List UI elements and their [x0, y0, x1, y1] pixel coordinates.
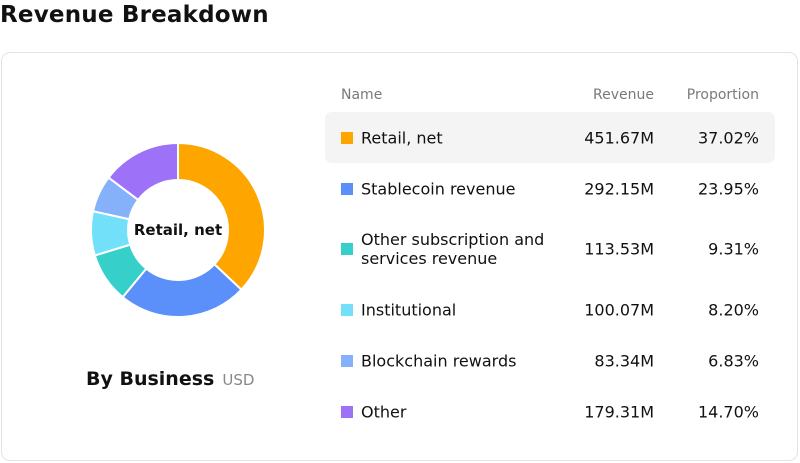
donut-chart: Retail, net: [90, 142, 266, 318]
row-proportion: 8.20%: [708, 300, 759, 319]
row-revenue: 292.15M: [584, 179, 654, 198]
donut-svg: [90, 142, 266, 318]
legend-swatch: [341, 405, 353, 418]
table-row[interactable]: Other subscription and services revenue 1…: [325, 214, 775, 284]
row-proportion: 37.02%: [697, 128, 759, 147]
donut-slice[interactable]: [107, 142, 179, 202]
row-revenue: 451.67M: [584, 128, 654, 147]
row-revenue: 179.31M: [584, 402, 654, 421]
segment-title: By Business USD: [86, 368, 254, 390]
row-name: Stablecoin revenue: [361, 179, 516, 198]
header-proportion: Proportion: [686, 87, 759, 103]
row-proportion: 9.31%: [708, 239, 759, 259]
table-row[interactable]: Blockchain rewards 83.34M 6.83%: [325, 335, 775, 386]
row-proportion: 23.95%: [697, 179, 759, 198]
table-row[interactable]: Institutional 100.07M 8.20%: [325, 284, 775, 335]
row-name: Institutional: [361, 300, 457, 319]
table-header: Name Revenue Proportion: [325, 80, 775, 112]
row-name: Blockchain rewards: [361, 351, 517, 370]
legend-swatch: [341, 131, 353, 144]
table-body: Retail, net 451.67M 37.02% Stablecoin reven…: [325, 112, 775, 437]
row-proportion: 14.70%: [697, 402, 759, 421]
donut-center-label: Retail, net: [133, 221, 223, 239]
row-name: Other: [361, 402, 407, 421]
header-name: Name: [341, 87, 383, 103]
revenue-table: Name Revenue Proportion Retail, net 451.6…: [325, 80, 775, 437]
legend-swatch: [341, 354, 353, 367]
row-revenue: 83.34M: [594, 351, 654, 370]
currency-unit: USD: [222, 371, 255, 389]
row-proportion: 6.83%: [708, 351, 759, 370]
row-revenue: 100.07M: [584, 300, 654, 319]
row-name: Other subscription and services revenue: [361, 230, 545, 268]
row-name: Retail, net: [361, 128, 443, 147]
legend-swatch: [341, 182, 353, 195]
donut-slice[interactable]: [177, 142, 266, 292]
legend-swatch: [341, 303, 353, 316]
segment-title-text: By Business: [86, 368, 215, 390]
page-title: Revenue Breakdown: [0, 2, 269, 28]
row-revenue: 113.53M: [584, 239, 654, 259]
table-row[interactable]: Other 179.31M 14.70%: [325, 386, 775, 437]
table-row[interactable]: Retail, net 451.67M 37.02%: [325, 112, 775, 163]
table-row[interactable]: Stablecoin revenue 292.15M 23.95%: [325, 163, 775, 214]
header-revenue: Revenue: [593, 87, 654, 103]
legend-swatch: [341, 243, 353, 255]
